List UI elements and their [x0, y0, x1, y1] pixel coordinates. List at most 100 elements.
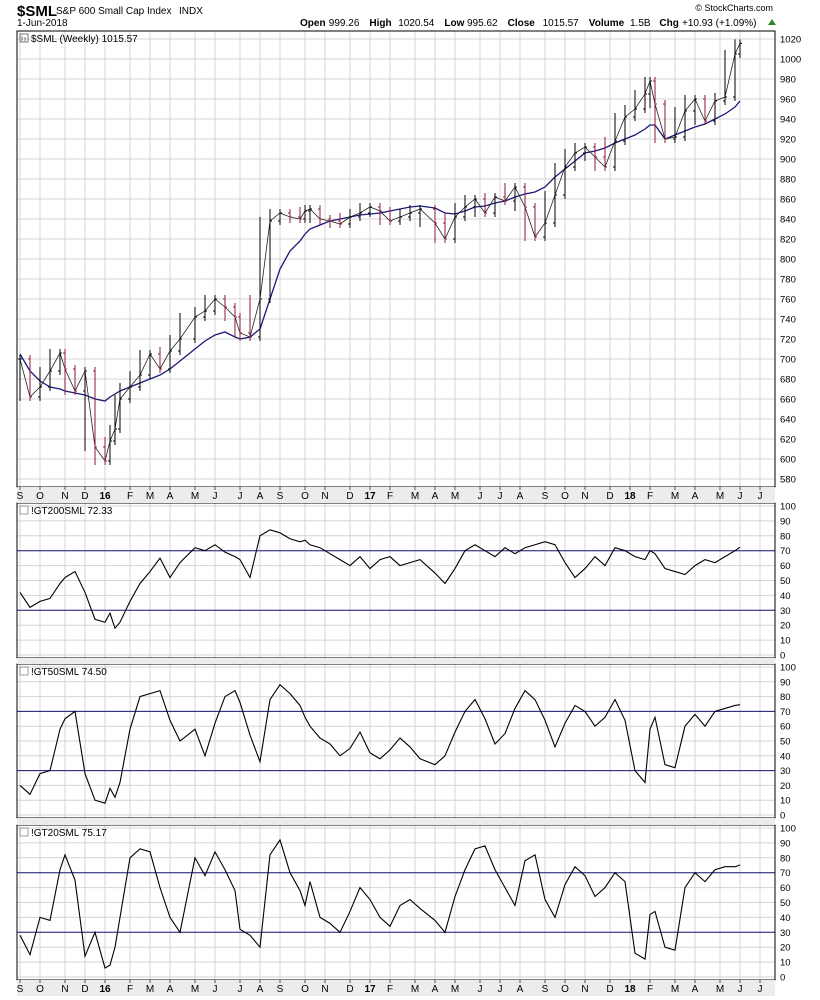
x-tick-label: M — [146, 984, 154, 995]
quote-date: 1-Jun-2018 — [17, 18, 68, 29]
x-tick-label: J — [498, 984, 503, 995]
x-tick-label: J — [213, 491, 218, 502]
x-tick-label: M — [411, 491, 419, 502]
x-tick-label: A — [432, 491, 439, 502]
x-tick-label: 18 — [624, 984, 636, 995]
symbol-title: $SML — [17, 3, 57, 20]
y-tick-label: 50 — [780, 898, 791, 909]
y-tick-label: 860 — [780, 195, 796, 206]
y-tick-label: 100 — [780, 662, 796, 673]
x-tick-label: F — [647, 491, 653, 502]
y-tick-label: 640 — [780, 415, 796, 426]
x-tick-label: F — [647, 984, 653, 995]
x-tick-label: 17 — [364, 984, 376, 995]
y-tick-label: 820 — [780, 235, 796, 246]
y-tick-label: 70 — [780, 546, 791, 557]
y-tick-label: 720 — [780, 335, 796, 346]
y-tick-label: 100 — [780, 501, 796, 512]
y-tick-label: 600 — [780, 455, 796, 466]
x-tick-label: 16 — [99, 984, 111, 995]
y-tick-label: 20 — [780, 781, 791, 792]
y-tick-label: 80 — [780, 531, 791, 542]
y-tick-label: 580 — [780, 475, 796, 486]
quote-label-open: Open — [300, 18, 326, 29]
panel-title: !GT200SML 72.33 — [31, 506, 113, 517]
y-tick-label: 60 — [780, 883, 791, 894]
x-tick-label: A — [692, 491, 699, 502]
x-tick-label: S — [277, 984, 284, 995]
quote-label-volume: Volume — [589, 18, 625, 29]
y-tick-label: 660 — [780, 395, 796, 406]
quote-value-high: 1020.54 — [398, 18, 435, 29]
x-tick-label: A — [257, 984, 264, 995]
x-tick-label: J — [478, 984, 483, 995]
x-tick-label: D — [81, 491, 88, 502]
y-tick-label: 960 — [780, 95, 796, 106]
x-tick-label: S — [17, 984, 24, 995]
x-tick-label: O — [36, 984, 44, 995]
x-tick-label: D — [81, 984, 88, 995]
x-tick-label: N — [581, 984, 588, 995]
quote-label-close: Close — [508, 18, 536, 29]
y-tick-label: 100 — [780, 823, 796, 834]
indicator-line — [19, 529, 741, 630]
x-tick-label: J — [238, 984, 243, 995]
y-tick-label: 10 — [780, 636, 791, 647]
x-tick-label: A — [257, 491, 264, 502]
x-tick-label: M — [451, 984, 459, 995]
y-tick-label: 90 — [780, 516, 791, 527]
y-tick-label: 80 — [780, 692, 791, 703]
quote-label-low: Low — [444, 18, 464, 29]
indicator-options-icon — [19, 666, 29, 676]
x-tick-label: J — [478, 491, 483, 502]
panel-divider — [17, 658, 775, 664]
y-tick-label: 980 — [780, 75, 796, 86]
y-tick-label: 760 — [780, 295, 796, 306]
indicator-options-icon — [19, 827, 29, 837]
x-tick-label: N — [61, 491, 68, 502]
x-tick-label: A — [692, 984, 699, 995]
panel-divider — [17, 818, 775, 825]
x-tick-label: M — [191, 491, 199, 502]
y-tick-label: 20 — [780, 621, 791, 632]
x-tick-label: J — [213, 984, 218, 995]
x-axis-strip: S O N D 16 F M A M J J A S O N D 17 F M A M J J A S O N D 18 F M A M J J — [17, 980, 775, 996]
panel-title: $SML (Weekly) 1015.57 — [31, 34, 138, 45]
x-tick-label: N — [321, 984, 328, 995]
x-tick-label: O — [561, 491, 569, 502]
x-tick-label: A — [517, 984, 524, 995]
chart-options-icon — [19, 33, 29, 43]
y-tick-label: 60 — [780, 722, 791, 733]
quote-label-high: High — [369, 18, 391, 29]
x-tick-label: O — [36, 491, 44, 502]
chart-panels: 5806006206406606807007207407607808008208… — [16, 30, 801, 996]
axis-strip-background — [17, 658, 775, 664]
x-tick-label: F — [127, 491, 133, 502]
y-tick-label: 40 — [780, 591, 791, 602]
x-tick-label: 18 — [624, 491, 636, 502]
x-tick-label: N — [581, 491, 588, 502]
x-tick-label: J — [238, 491, 243, 502]
y-tick-label: 620 — [780, 435, 796, 446]
quote-label-chg: Chg — [659, 18, 678, 29]
y-tick-label: 920 — [780, 135, 796, 146]
y-tick-label: 0 — [780, 811, 785, 822]
x-tick-label: F — [387, 491, 393, 502]
up-arrow-icon — [768, 19, 776, 25]
quote-value-open: 999.26 — [329, 18, 360, 29]
y-tick-label: 700 — [780, 355, 796, 366]
quote-row: Open 999.26 High 1020.54 Low 995.62 Close 1015.… — [300, 18, 757, 29]
x-tick-label: S — [542, 491, 549, 502]
panel-0: 580 600 620 640 660 680 700 720 740 760 780 800 820 8… — [16, 30, 801, 488]
x-tick-label: 17 — [364, 491, 376, 502]
x-tick-label: A — [517, 491, 524, 502]
x-tick-label: M — [411, 984, 419, 995]
y-tick-label: 30 — [780, 766, 791, 777]
y-tick-label: 940 — [780, 115, 796, 126]
panel-2: 0 10 20 30 40 50 60 70 80 90 100 !GT50SML 74.50 — [16, 662, 796, 822]
x-tick-label: J — [498, 491, 503, 502]
indicator-options-icon — [19, 505, 29, 515]
panel-3: 0 10 20 30 40 50 60 70 80 90 100 !GT20SML 75.17 — [16, 823, 796, 984]
